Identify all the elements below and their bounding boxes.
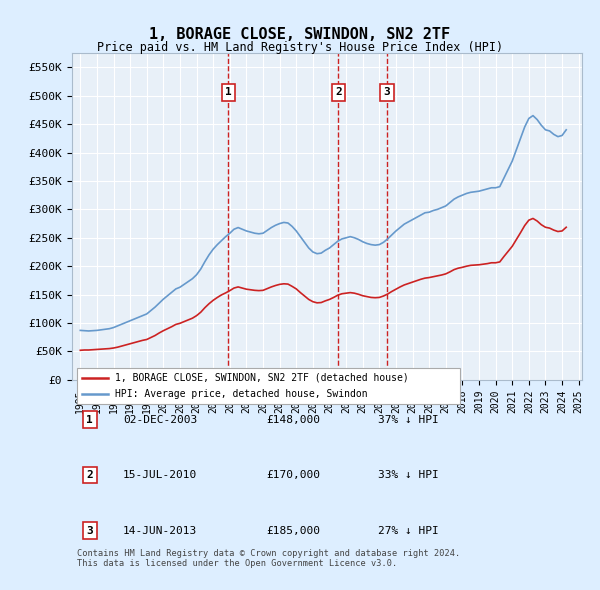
Text: HPI: Average price, detached house, Swindon: HPI: Average price, detached house, Swin…: [115, 389, 368, 399]
Text: 15-JUL-2010: 15-JUL-2010: [123, 470, 197, 480]
Text: 1, BORAGE CLOSE, SWINDON, SN2 2TF: 1, BORAGE CLOSE, SWINDON, SN2 2TF: [149, 27, 451, 41]
Text: 3: 3: [383, 87, 390, 97]
Text: 1: 1: [86, 415, 93, 424]
Text: Contains HM Land Registry data © Crown copyright and database right 2024.
This d: Contains HM Land Registry data © Crown c…: [77, 549, 460, 568]
Text: 1, BORAGE CLOSE, SWINDON, SN2 2TF (detached house): 1, BORAGE CLOSE, SWINDON, SN2 2TF (detac…: [115, 373, 409, 383]
Text: 2: 2: [86, 470, 93, 480]
Text: 02-DEC-2003: 02-DEC-2003: [123, 415, 197, 424]
FancyBboxPatch shape: [77, 368, 460, 404]
Text: £170,000: £170,000: [266, 470, 320, 480]
Text: 37% ↓ HPI: 37% ↓ HPI: [378, 415, 439, 424]
Text: £185,000: £185,000: [266, 526, 320, 536]
Text: 14-JUN-2013: 14-JUN-2013: [123, 526, 197, 536]
Text: £148,000: £148,000: [266, 415, 320, 424]
Text: 2: 2: [335, 87, 342, 97]
Text: 3: 3: [86, 526, 93, 536]
Text: 27% ↓ HPI: 27% ↓ HPI: [378, 526, 439, 536]
Text: 33% ↓ HPI: 33% ↓ HPI: [378, 470, 439, 480]
Text: Price paid vs. HM Land Registry's House Price Index (HPI): Price paid vs. HM Land Registry's House …: [97, 41, 503, 54]
Text: 1: 1: [225, 87, 232, 97]
